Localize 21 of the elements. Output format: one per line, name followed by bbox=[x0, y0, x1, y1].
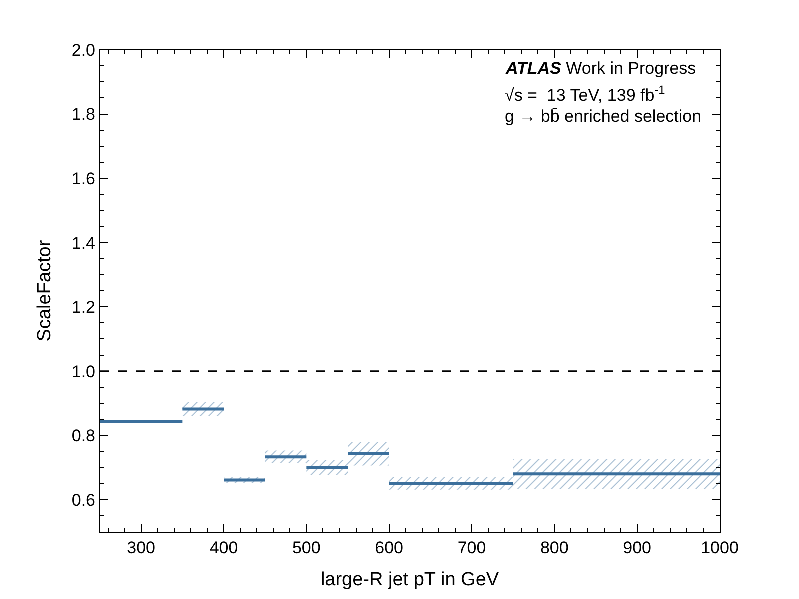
annotation: √s = 13 TeV, 139 fb$^{-1}$ bbox=[505, 83, 666, 106]
x-axis-title: large-R jet pT in GeV bbox=[320, 569, 500, 590]
y-axis-title: ScaleFactor bbox=[34, 240, 56, 342]
x-tick-label: 900 bbox=[623, 538, 652, 558]
y-tick-label: 0.6 bbox=[72, 490, 96, 510]
annotation: g → bb̄ enriched selection bbox=[505, 107, 702, 126]
x-tick-label: 700 bbox=[458, 538, 486, 558]
y-tick-label: 0.8 bbox=[72, 426, 96, 446]
x-tick-label: 300 bbox=[127, 538, 156, 558]
x-tick-label: 500 bbox=[292, 538, 321, 558]
y-tick-label: 1.6 bbox=[72, 169, 96, 188]
y-tick-label: 1.0 bbox=[72, 362, 96, 382]
x-tick-label: 800 bbox=[540, 538, 569, 558]
y-tick-label: 1.2 bbox=[72, 298, 96, 318]
x-tick-label: 600 bbox=[375, 538, 404, 558]
x-tick-label: 1000 bbox=[701, 538, 739, 558]
annotation: ATLAS Work in Progress bbox=[505, 59, 696, 78]
y-tick-label: 1.8 bbox=[72, 105, 96, 124]
y-tick-label: 2.0 bbox=[72, 40, 96, 60]
x-tick-label: 400 bbox=[210, 538, 238, 558]
y-tick-label: 1.4 bbox=[72, 234, 96, 253]
